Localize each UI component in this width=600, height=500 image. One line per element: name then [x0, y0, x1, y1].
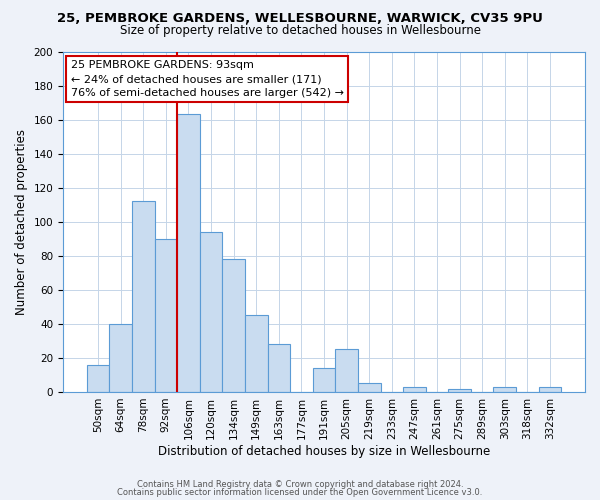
Text: Size of property relative to detached houses in Wellesbourne: Size of property relative to detached ho… — [119, 24, 481, 37]
Text: 25 PEMBROKE GARDENS: 93sqm
← 24% of detached houses are smaller (171)
76% of sem: 25 PEMBROKE GARDENS: 93sqm ← 24% of deta… — [71, 60, 344, 98]
Bar — [335, 350, 358, 392]
Bar — [403, 387, 425, 392]
Bar — [448, 388, 471, 392]
Bar — [132, 202, 155, 392]
X-axis label: Distribution of detached houses by size in Wellesbourne: Distribution of detached houses by size … — [158, 444, 490, 458]
Bar — [87, 364, 109, 392]
Bar — [313, 368, 335, 392]
Bar — [109, 324, 132, 392]
Bar — [155, 239, 177, 392]
Bar — [268, 344, 290, 392]
Bar — [200, 232, 223, 392]
Bar — [223, 259, 245, 392]
Bar — [245, 316, 268, 392]
Y-axis label: Number of detached properties: Number of detached properties — [15, 128, 28, 314]
Text: 25, PEMBROKE GARDENS, WELLESBOURNE, WARWICK, CV35 9PU: 25, PEMBROKE GARDENS, WELLESBOURNE, WARW… — [57, 12, 543, 26]
Bar — [493, 387, 516, 392]
Bar — [539, 387, 561, 392]
Bar — [358, 384, 380, 392]
Bar — [177, 114, 200, 392]
Text: Contains public sector information licensed under the Open Government Licence v3: Contains public sector information licen… — [118, 488, 482, 497]
Text: Contains HM Land Registry data © Crown copyright and database right 2024.: Contains HM Land Registry data © Crown c… — [137, 480, 463, 489]
